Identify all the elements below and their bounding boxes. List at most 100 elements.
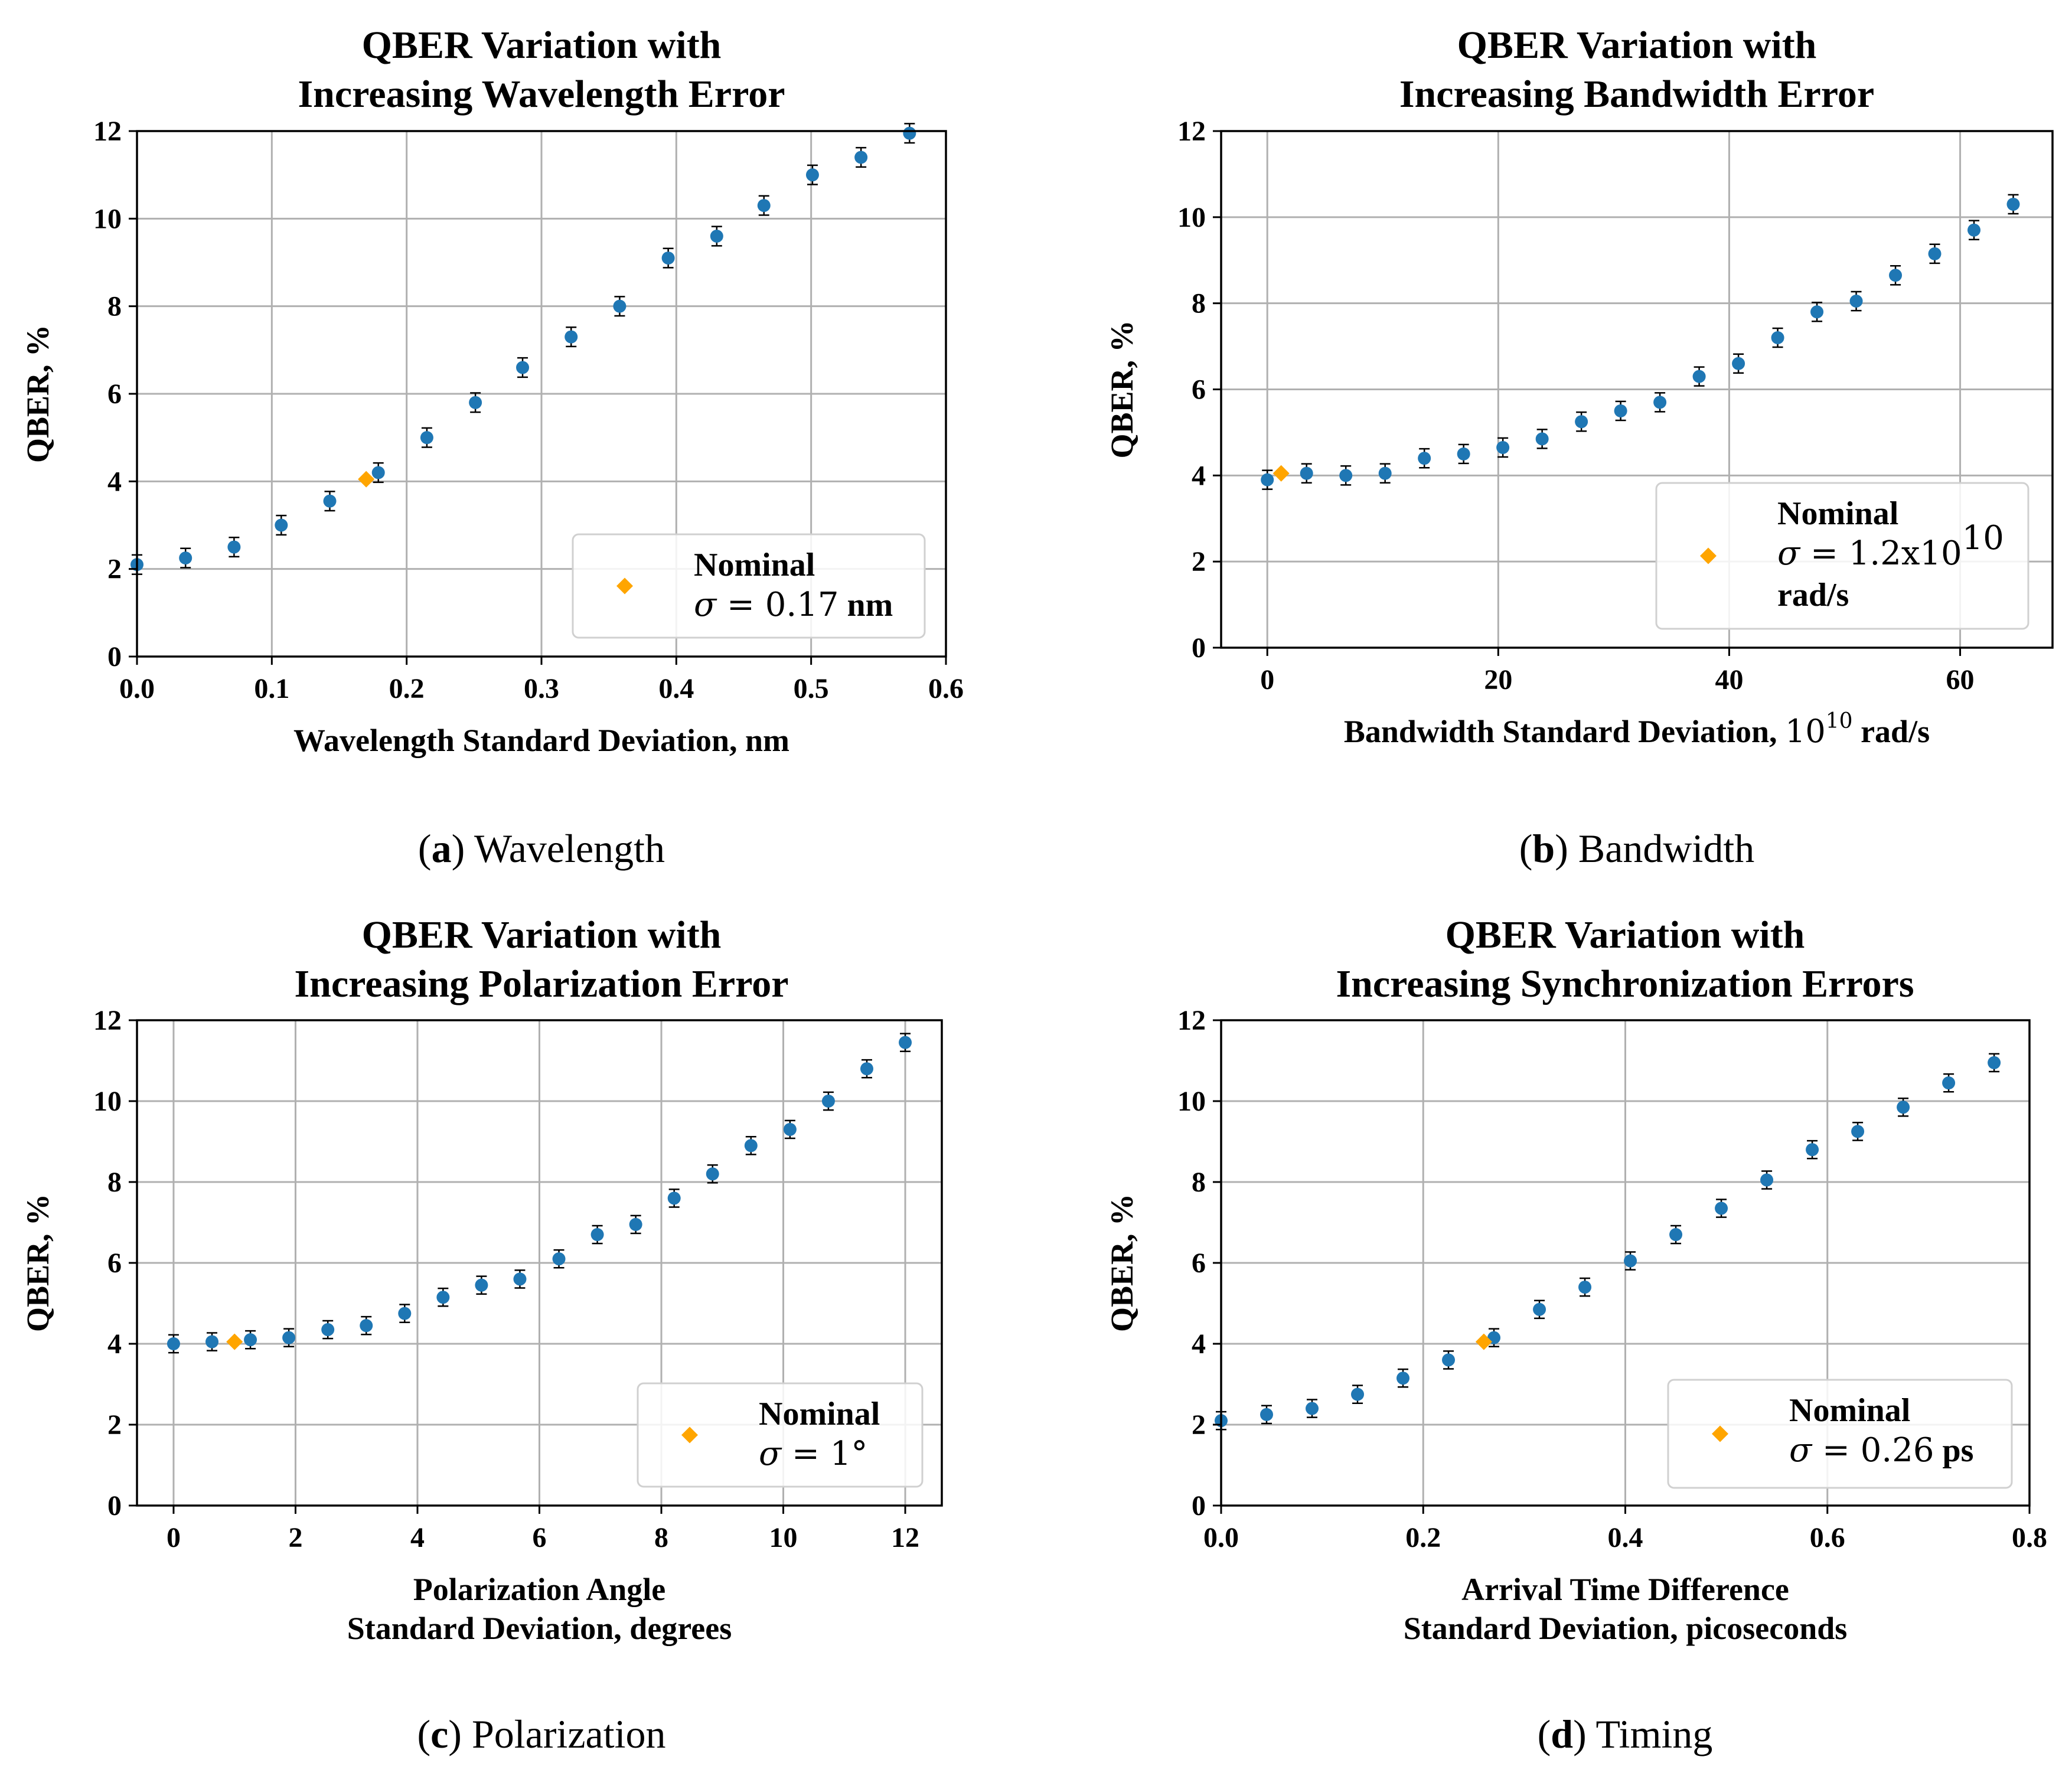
data-marker [360,1319,373,1333]
x-tick-label: 0.3 [524,673,559,704]
data-marker [1351,1387,1365,1401]
y-axis-label: QBER, % [1104,1194,1140,1332]
data-point [323,491,337,512]
nominal-marker [226,1333,243,1350]
data-point [1351,1385,1365,1404]
data-marker [1396,1372,1410,1385]
data-marker [244,1333,257,1347]
data-point [1575,411,1588,432]
data-marker [1533,1302,1546,1316]
x-tick-label: 4 [410,1522,425,1553]
data-point [1889,265,1903,286]
y-tick-label: 10 [93,1086,122,1117]
data-marker [1653,396,1667,409]
legend-box [1655,482,2029,630]
data-marker [1942,1076,1956,1090]
data-point [475,1275,488,1295]
x-tick-label: 8 [654,1522,668,1553]
data-point [783,1119,797,1139]
nominal-marker [1475,1333,1492,1350]
x-tick-label: 0 [167,1522,181,1553]
data-point [903,123,916,144]
data-point [1810,301,1824,322]
data-marker [706,1167,719,1181]
data-marker [565,330,578,344]
data-point [227,537,241,558]
data-marker [1889,269,1903,282]
data-marker [1732,357,1745,370]
x-tick-label: 0.6 [1810,1522,1845,1553]
data-marker [323,494,337,508]
y-tick-label: 2 [1192,1409,1206,1441]
chart-title: Increasing Polarization Error [294,962,788,1005]
legend-sigma-line: σ = 1.2x1010 [1777,519,2004,573]
legend-unit: rad/s [1777,577,1849,613]
y-tick-label: 0 [107,641,122,672]
y-axis-label: QBER, % [20,1194,56,1332]
legend-title: Nominal [1789,1392,1910,1429]
data-marker [1300,466,1313,480]
y-tick-label: 10 [1177,202,1206,233]
data-marker [1306,1402,1319,1415]
x-axis-label: Polarization Angle [413,1572,665,1607]
chart-title: Increasing Wavelength Error [298,73,785,116]
legend-sigma-line: σ = 0.17 nm [694,586,893,624]
data-marker [1897,1101,1910,1114]
data-marker [1260,1408,1274,1421]
panel-caption: (c) Polarization [417,1712,665,1756]
data-marker [899,1036,912,1049]
data-point [1260,1405,1274,1425]
data-point [565,326,578,348]
y-tick-label: 8 [1192,1167,1206,1198]
legend-sigma-line: σ = 0.26 ps [1789,1431,1973,1470]
legend-nominal-marker [1700,547,1717,564]
panel-caption: (b) Bandwidth [1519,826,1755,871]
y-tick-label: 6 [107,1248,122,1279]
data-marker [1988,1056,2001,1069]
data-marker [371,466,385,479]
x-tick-label: 0.0 [1203,1522,1239,1553]
data-point [744,1136,758,1155]
y-tick-label: 2 [107,1409,122,1441]
chart-title: QBER Variation with [1457,24,1817,67]
data-marker [513,1272,527,1286]
x-axis-label: Standard Deviation, degrees [347,1611,732,1646]
data-point [1669,1225,1683,1245]
y-tick-label: 2 [1192,546,1206,577]
data-point [1457,443,1470,465]
panel-c: 0 2 4 6 8 10 12 0 2 4 6 8 10 12 QBER Variation with Inc… [20,913,943,1756]
data-marker [661,252,675,265]
data-marker [860,1062,873,1076]
data-point [167,1334,180,1354]
data-marker [1810,305,1824,319]
x-axis-label: Bandwidth Standard Deviation, 1010 rad/s [1344,709,1930,750]
data-marker [475,1278,488,1292]
data-point [436,1287,450,1307]
panel-a: 0.0 0.1 0.2 0.3 0.4 0.5 0.6 0 2 4 6 8 10 12 QBER Varia… [20,24,964,871]
data-point [821,1091,835,1111]
data-point [1300,463,1313,484]
y-tick-label: 2 [107,554,122,585]
data-point [398,1304,412,1323]
data-point [860,1059,873,1079]
data-point [371,462,385,484]
data-marker [1771,331,1784,344]
data-point [590,1225,604,1245]
data-marker [1535,432,1549,446]
y-tick-label: 0 [107,1490,122,1521]
y-tick-label: 10 [1177,1086,1206,1117]
legend-title: Nominal [694,547,815,583]
x-tick-label: 0.2 [1405,1522,1441,1553]
data-point [513,1269,527,1289]
data-marker [1715,1201,1728,1215]
data-marker [1442,1353,1456,1367]
data-point [469,392,482,413]
x-axis-label: Wavelength Standard Deviation, nm [293,723,789,758]
y-tick-label: 0 [1192,632,1206,664]
data-marker [1378,466,1392,480]
data-marker [1806,1143,1819,1157]
data-point [552,1249,566,1269]
data-point [1897,1097,1910,1117]
